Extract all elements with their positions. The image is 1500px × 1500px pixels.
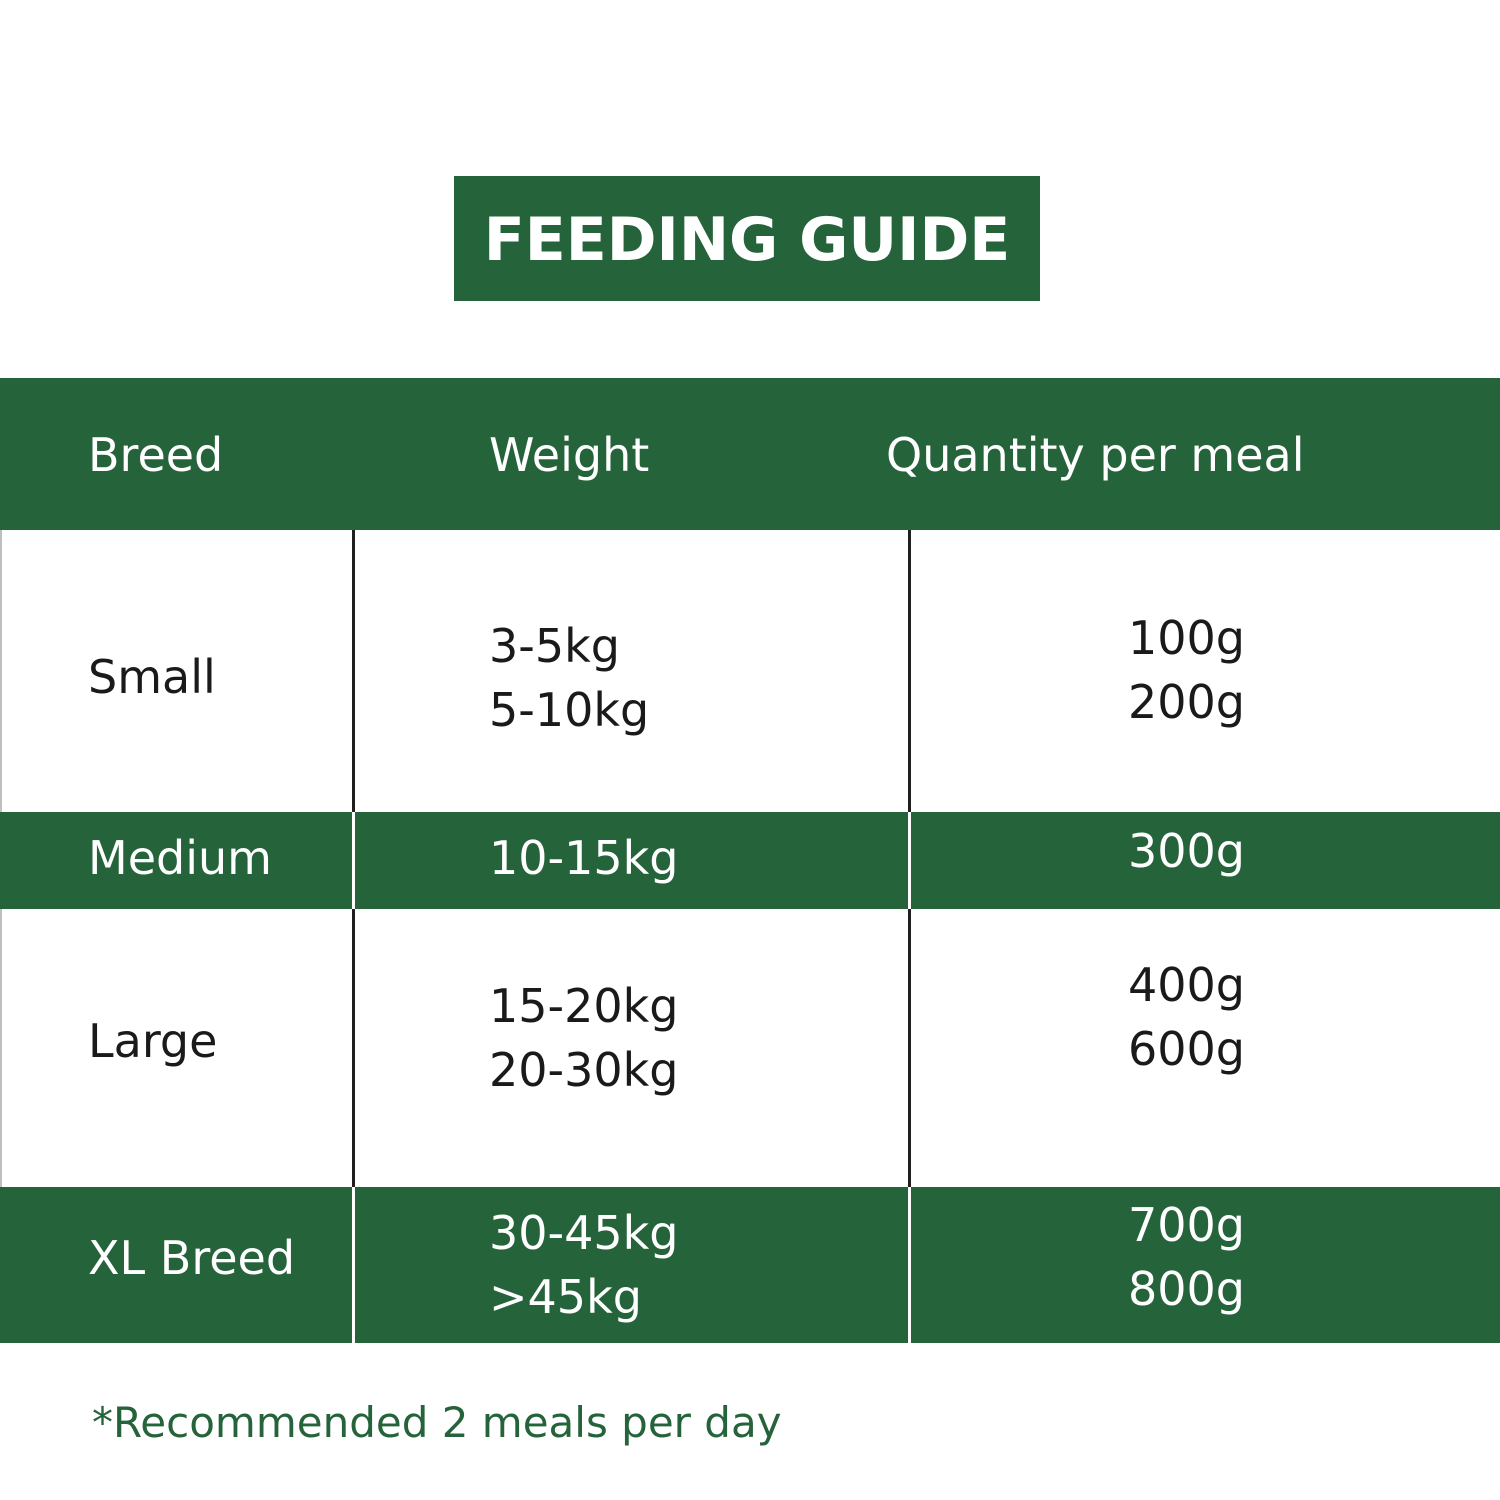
weight-value: 15-20kg [489,979,679,1033]
table-row-medium-background [0,812,1500,909]
header-breed: Breed [88,428,224,482]
quantity-cell: 100g 200g [1128,606,1245,734]
quantity-value: 800g [1128,1262,1245,1316]
weight-cell: 15-20kg 20-30kg [489,974,679,1102]
weight-value: 5-10kg [489,683,650,737]
breed-cell: Large [88,1014,218,1068]
column-divider [352,530,355,812]
footnote: *Recommended 2 meals per day [92,1398,782,1447]
weight-value: 30-45kg [489,1206,679,1260]
column-divider [908,909,911,1187]
quantity-value: 700g [1128,1198,1245,1252]
quantity-value: 100g [1128,611,1245,665]
page-title: FEEDING GUIDE [483,204,1011,275]
header-weight: Weight [489,428,650,482]
column-divider [908,1187,911,1343]
quantity-value: 600g [1128,1022,1245,1076]
quantity-cell: 700g 800g [1128,1193,1245,1321]
weight-value: >45kg [489,1270,642,1324]
weight-value: 20-30kg [489,1043,679,1097]
column-divider [908,812,911,909]
table-row-xl-background [0,1187,1500,1343]
weight-cell: 3-5kg 5-10kg [489,614,649,742]
quantity-value: 200g [1128,675,1245,729]
column-divider [352,909,355,1187]
quantity-cell: 300g [1128,824,1245,878]
weight-cell: 30-45kg >45kg [489,1201,679,1329]
quantity-value: 400g [1128,958,1245,1012]
breed-cell: Small [88,650,216,704]
header-quantity: Quantity per meal [886,428,1305,482]
table-left-border [0,530,2,812]
weight-cell: 10-15kg [489,831,679,885]
table-left-border [0,909,2,1187]
breed-cell: Medium [88,831,272,885]
column-divider [352,812,355,909]
quantity-cell: 400g 600g [1128,953,1245,1081]
title-banner: FEEDING GUIDE [454,176,1040,301]
breed-cell: XL Breed [88,1231,296,1285]
table-header-row [0,378,1500,530]
column-divider [352,1187,355,1343]
column-divider [908,530,911,812]
weight-value: 3-5kg [489,619,620,673]
